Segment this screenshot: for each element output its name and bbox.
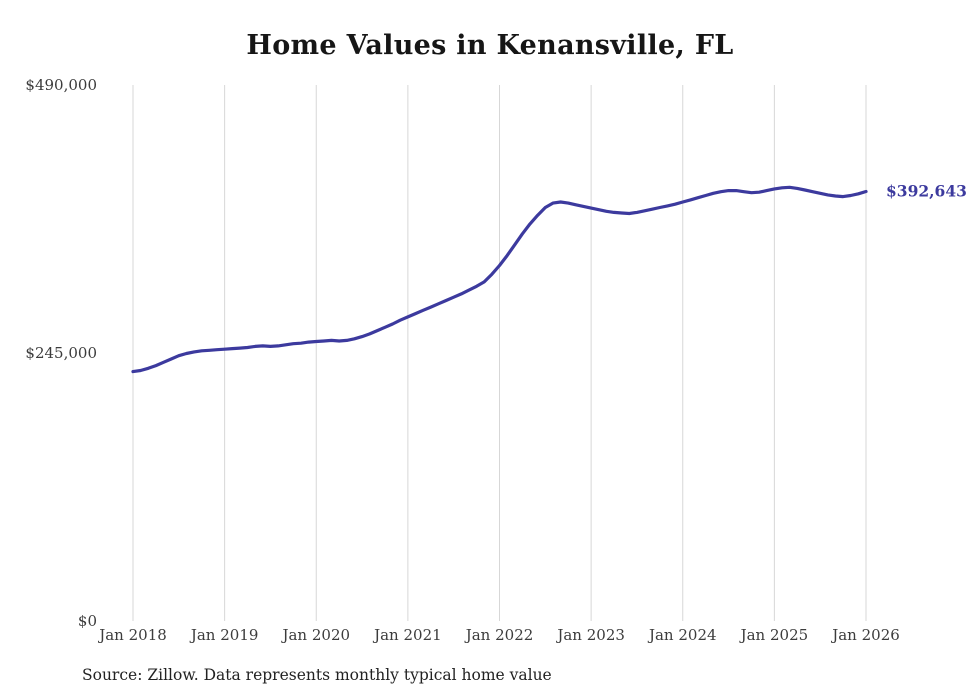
x-tick-label: Jan 2026 [830,626,900,644]
source-note: Source: Zillow. Data represents monthly … [82,666,552,684]
value-line [131,185,868,374]
x-tick-label: Jan 2018 [97,626,167,644]
x-tick-label: Jan 2021 [372,626,442,644]
x-tick-label: Jan 2024 [647,626,717,644]
y-tick-label: $245,000 [25,344,97,362]
x-tick-label: Jan 2025 [739,626,809,644]
x-tick-label: Jan 2019 [189,626,259,644]
end-value-label: $392,643 [886,181,967,200]
chart-title: Home Values in Kenansville, FL [246,30,734,61]
x-tick-label: Jan 2023 [555,626,625,644]
x-tick-label: Jan 2020 [280,626,350,644]
x-tick-label: Jan 2022 [464,626,534,644]
y-tick-label: $490,000 [25,76,97,94]
y-tick-label: $0 [78,612,97,630]
